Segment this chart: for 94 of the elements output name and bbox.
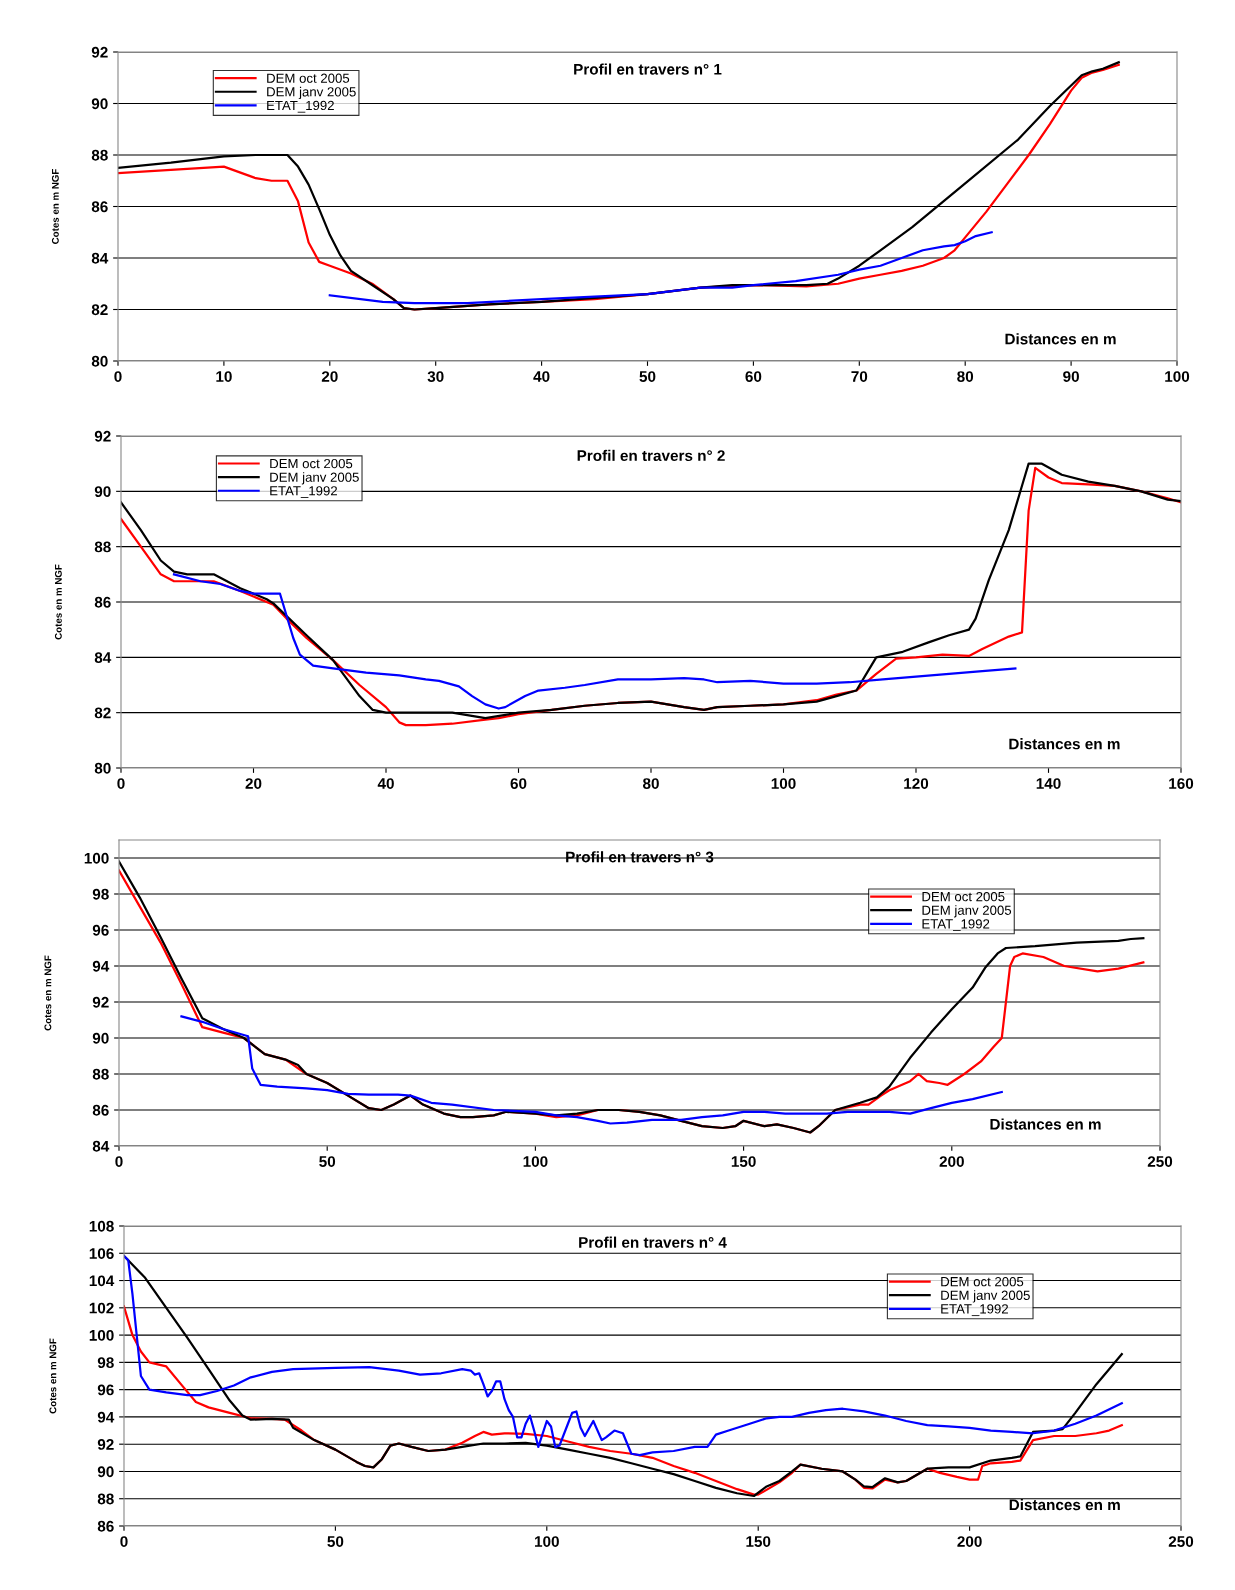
x-tick-label: 150 <box>731 1156 756 1167</box>
x-tick-label: 100 <box>535 1536 559 1547</box>
legend-label: DEM oct 2005 <box>270 458 353 469</box>
x-tick-label: 10 <box>216 371 232 382</box>
y-tick-label: 82 <box>94 707 111 719</box>
y-tick-label: 84 <box>94 652 112 664</box>
y-axis-title: Cotes en m NGF <box>49 1338 57 1414</box>
x-tick-label: 250 <box>1147 1156 1173 1167</box>
y-tick-label: 106 <box>89 1248 114 1259</box>
x-tick-label: 40 <box>377 778 394 789</box>
y-tick-label: 90 <box>94 486 111 498</box>
legend-label: DEM oct 2005 <box>922 891 1005 902</box>
line-series <box>124 1254 1123 1457</box>
y-axis-title: Cotes en m NGF <box>54 564 62 640</box>
x-tick-label: 100 <box>771 778 796 789</box>
legend-label: DEM oct 2005 <box>267 73 350 83</box>
text: Profil en travers n° 1 <box>574 63 722 75</box>
x-tick-label: 70 <box>851 371 868 382</box>
y-tick-label: 88 <box>92 1068 109 1080</box>
x-tick-label: 0 <box>117 778 125 789</box>
x-axis-title: Distances en m <box>1005 333 1116 345</box>
text: Profil en travers n° 2 <box>577 449 725 462</box>
y-tick-label: 92 <box>94 430 111 442</box>
y-tick-label: 80 <box>91 355 108 367</box>
legend-label: ETAT_1992 <box>270 486 337 498</box>
y-tick-label: 86 <box>91 201 108 213</box>
x-tick-label: 250 <box>1168 1536 1194 1547</box>
x-tick-label: 20 <box>245 778 262 789</box>
x-tick-label: 100 <box>523 1156 548 1167</box>
legend-label: DEM janv 2005 <box>922 905 1012 918</box>
y-tick-label: 90 <box>97 1466 114 1478</box>
y-tick-label: 80 <box>94 762 111 774</box>
y-tick-label: 88 <box>94 541 111 553</box>
y-tick-label: 98 <box>97 1357 114 1369</box>
x-tick-label: 200 <box>939 1156 964 1167</box>
x-tick-label: 150 <box>746 1536 771 1547</box>
y-tick-label: 100 <box>89 1329 114 1341</box>
y-tick-label: 86 <box>92 1104 109 1116</box>
x-tick-label: 0 <box>114 371 122 382</box>
legend-label: DEM oct 2005 <box>941 1276 1024 1287</box>
y-tick-label: 86 <box>97 1520 114 1532</box>
y-tick-label: 96 <box>97 1384 114 1396</box>
x-axis-title: Distances en m <box>1009 1499 1120 1511</box>
x-tick-label: 60 <box>510 778 527 789</box>
x-tick-label: 80 <box>642 778 659 789</box>
x-tick-label: 90 <box>1063 371 1079 382</box>
x-tick-label: 200 <box>957 1536 982 1547</box>
x-axis-title: Distances en m <box>1009 738 1120 750</box>
y-axis-title: Cotes en m NGF <box>44 955 52 1031</box>
y-tick-label: 88 <box>91 149 108 161</box>
legend-label: ETAT_1992 <box>267 100 334 113</box>
legend-label: DEM janv 2005 <box>270 472 359 485</box>
legend-label: ETAT_1992 <box>941 1304 1008 1317</box>
y-tick-label: 100 <box>84 852 109 864</box>
line-series <box>172 573 1017 710</box>
y-tick-label: 98 <box>92 888 109 900</box>
y-tick-label: 92 <box>92 996 109 1008</box>
text: Profil en travers n° 3 <box>566 851 714 863</box>
x-tick-label: 20 <box>321 371 338 382</box>
x-tick-label: 100 <box>1165 371 1190 382</box>
y-tick-label: 90 <box>92 1032 109 1044</box>
y-tick-label: 102 <box>89 1302 114 1314</box>
y-tick-label: 104 <box>89 1275 115 1287</box>
line-series <box>328 231 993 305</box>
y-tick-label: 82 <box>91 304 108 316</box>
x-tick-label: 0 <box>115 1156 123 1167</box>
y-tick-label: 96 <box>92 924 109 936</box>
x-tick-label: 80 <box>957 371 974 382</box>
y-tick-label: 94 <box>97 1411 115 1423</box>
legend-label: DEM janv 2005 <box>267 86 356 100</box>
y-tick-label: 86 <box>94 596 111 608</box>
x-tick-label: 50 <box>327 1536 344 1547</box>
x-tick-label: 30 <box>427 371 444 382</box>
y-tick-label: 84 <box>92 1140 110 1152</box>
y-tick-label: 88 <box>97 1493 114 1505</box>
x-tick-label: 160 <box>1169 778 1194 789</box>
x-tick-label: 140 <box>1036 778 1061 789</box>
y-tick-label: 92 <box>97 1439 114 1450</box>
x-tick-label: 0 <box>120 1536 128 1547</box>
legend-label: DEM janv 2005 <box>941 1290 1030 1303</box>
x-tick-label: 40 <box>533 371 550 382</box>
x-tick-label: 50 <box>319 1156 336 1167</box>
y-tick-label: 94 <box>92 960 110 972</box>
x-tick-label: 50 <box>639 371 656 382</box>
y-tick-label: 90 <box>91 98 108 110</box>
x-tick-label: 60 <box>745 371 762 382</box>
x-tick-label: 120 <box>904 778 929 789</box>
y-tick-label: 84 <box>91 252 109 264</box>
x-axis-title: Distances en m <box>990 1118 1101 1130</box>
y-tick-label: 92 <box>91 46 108 58</box>
y-tick-label: 108 <box>89 1220 114 1232</box>
legend-label: ETAT_1992 <box>922 919 990 932</box>
y-axis-title: Cotes en m NGF <box>51 169 59 244</box>
text: Profil en travers n° 4 <box>579 1236 727 1248</box>
